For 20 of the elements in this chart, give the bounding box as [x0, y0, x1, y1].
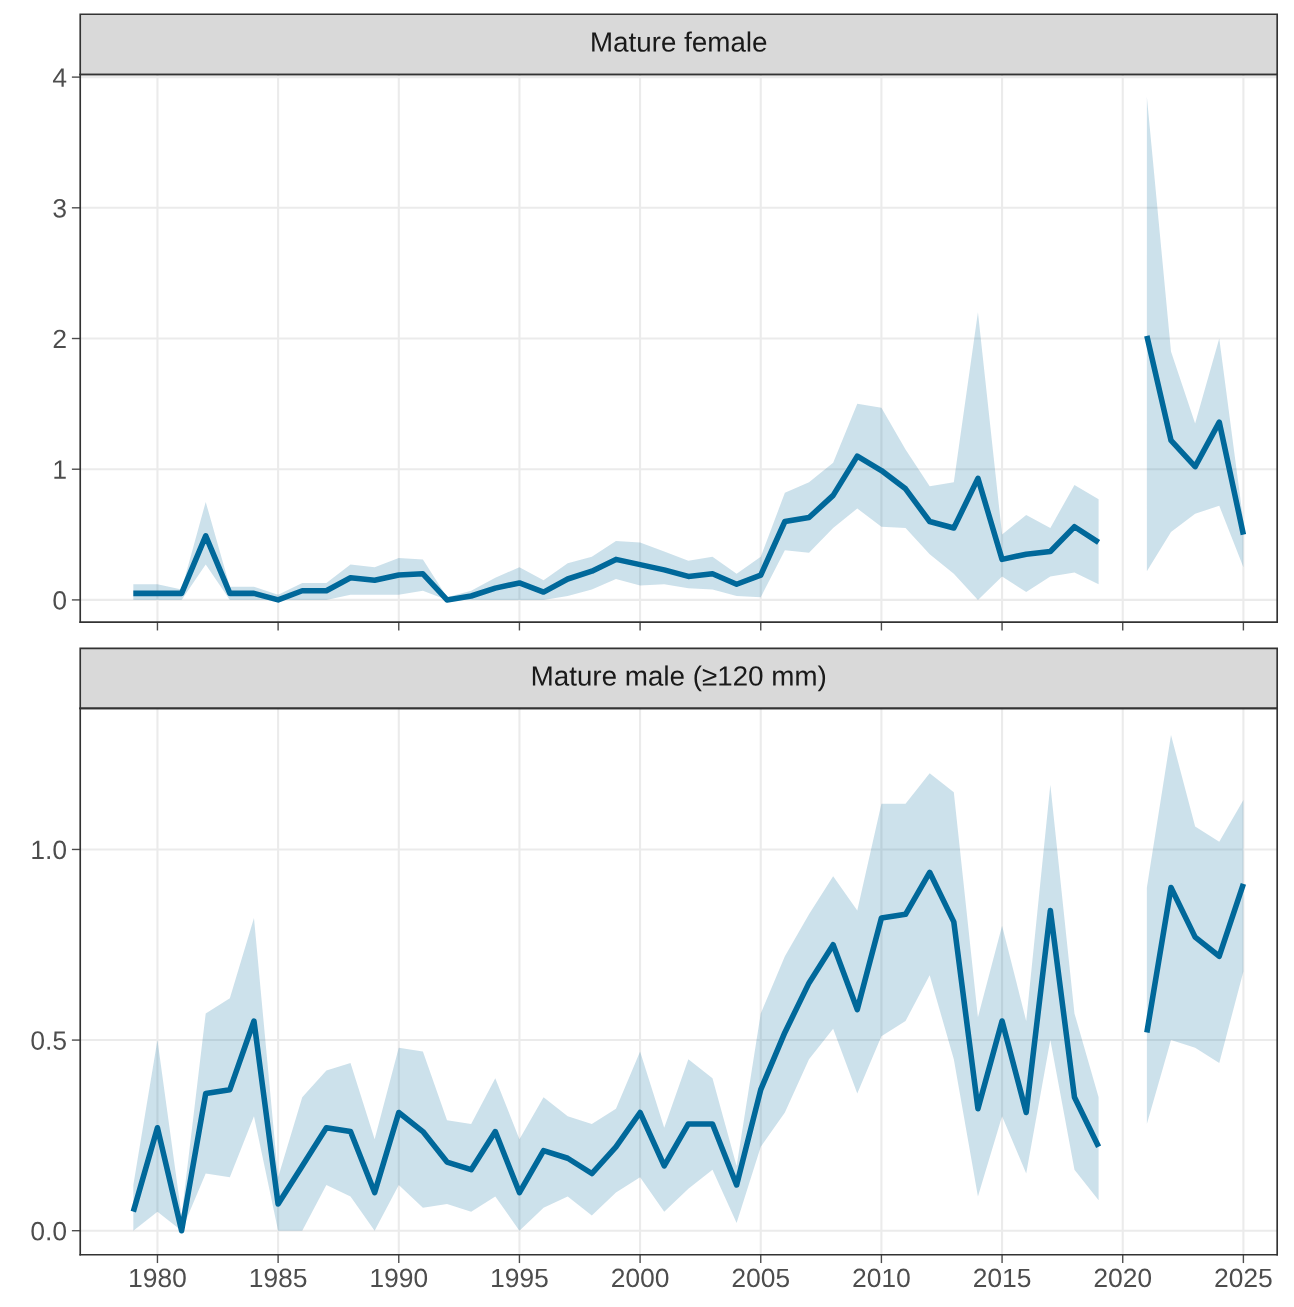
- y-tick-label: 0.0: [31, 1221, 66, 1241]
- x-tick-label: 1980: [130, 1268, 186, 1288]
- x-tick-label: 2020: [1094, 1268, 1152, 1288]
- y-tick-label: 0: [53, 591, 66, 610]
- x-tick-label: 2015: [974, 1268, 1031, 1288]
- x-tick-label: 1985: [250, 1268, 307, 1288]
- y-tick-label: 0.5: [31, 1031, 66, 1050]
- x-tick-label: 2010: [853, 1268, 910, 1288]
- x-tick-label: 2000: [612, 1268, 669, 1288]
- y-tick-label: 3: [53, 198, 66, 218]
- x-tick-label: 2025: [1215, 1268, 1272, 1288]
- chart-title: Mature male (≥120 mm): [532, 665, 826, 692]
- y-tick-label: 2: [53, 329, 66, 349]
- y-tick-label: 1.0: [32, 840, 66, 860]
- y-tick-label: 4: [52, 68, 67, 87]
- x-tick-label: 2005: [732, 1268, 789, 1288]
- y-tick-label: 1: [54, 460, 66, 479]
- x-tick-label: 1990: [371, 1268, 428, 1288]
- x-tick-label: 1995: [492, 1268, 548, 1288]
- chart-title: Mature female: [592, 31, 767, 52]
